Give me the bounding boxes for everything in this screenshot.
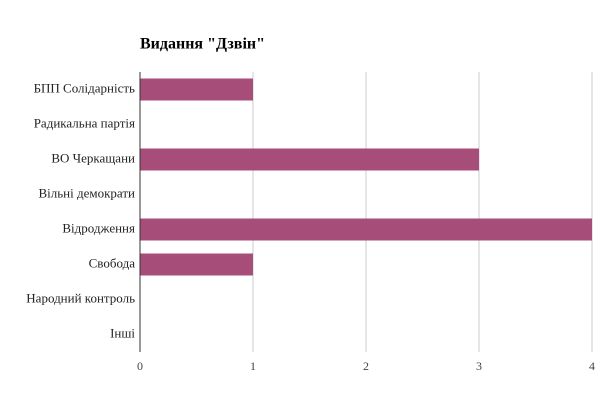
x-tick-label: 3 (476, 359, 482, 373)
x-tick-label: 0 (137, 359, 143, 373)
y-tick-label: БПП Солідарність (34, 80, 135, 95)
y-tick-label: Вільні демократи (38, 185, 135, 200)
y-tick-label: Інші (110, 325, 135, 340)
y-tick-label: Відродження (62, 220, 135, 235)
bar (140, 148, 479, 171)
chart-title: Видання "Дзвін" (140, 36, 265, 53)
bar (140, 253, 253, 276)
y-tick-label: Радикальна партія (34, 115, 135, 130)
bar (140, 78, 253, 101)
x-tick-label: 2 (363, 359, 369, 373)
y-tick-label: Народний контроль (26, 290, 135, 305)
y-tick-label: ВО Черкащани (51, 150, 135, 165)
x-tick-label: 4 (589, 359, 595, 373)
bar (140, 218, 592, 241)
y-tick-label: Свобода (89, 255, 136, 270)
x-tick-label: 1 (250, 359, 256, 373)
